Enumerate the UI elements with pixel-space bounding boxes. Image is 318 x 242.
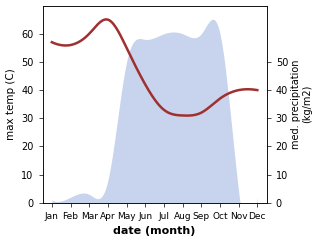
X-axis label: date (month): date (month)	[114, 227, 196, 236]
Y-axis label: max temp (C): max temp (C)	[5, 68, 16, 140]
Y-axis label: med. precipitation
(kg/m2): med. precipitation (kg/m2)	[291, 60, 313, 149]
